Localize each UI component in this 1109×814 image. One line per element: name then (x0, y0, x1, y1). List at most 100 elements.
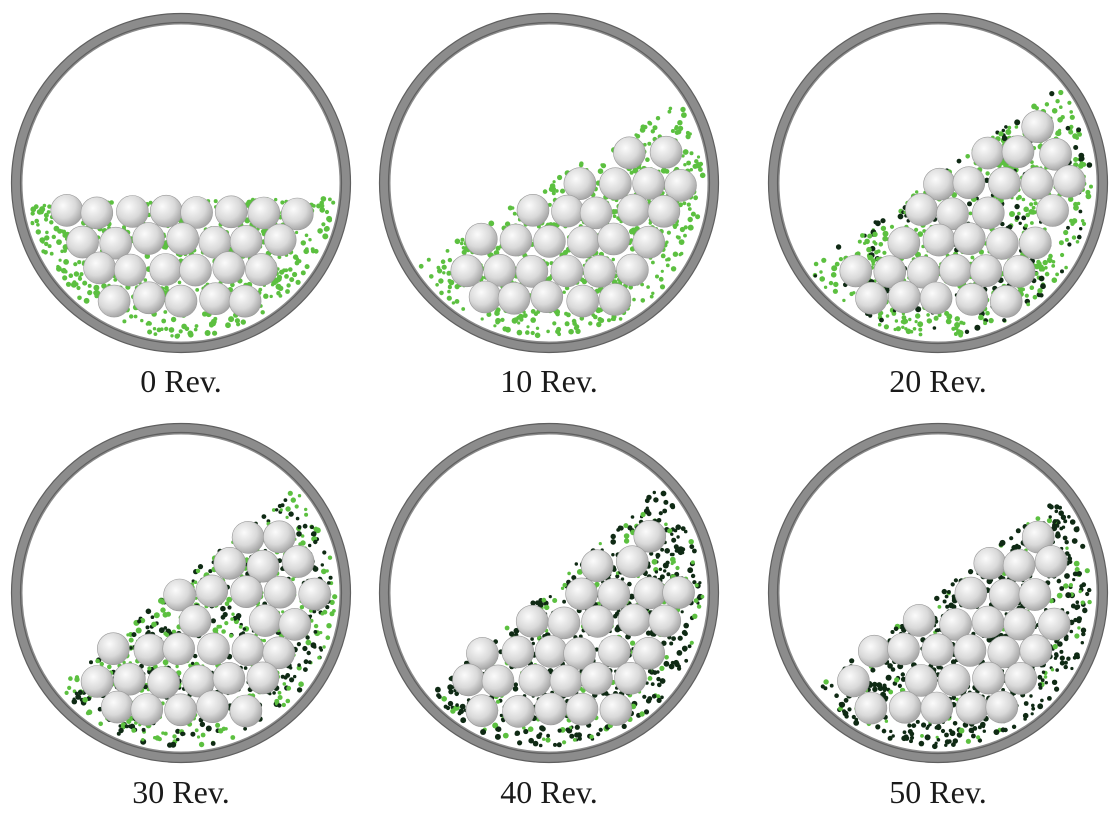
fine-particle (44, 217, 49, 222)
fine-particle (935, 724, 942, 731)
fine-particle (286, 685, 292, 691)
fine-particle (1051, 108, 1058, 114)
fine-particle (948, 602, 955, 609)
fine-particle (454, 238, 461, 245)
fine-particle (243, 666, 248, 670)
fine-particle (152, 327, 157, 331)
fine-particle (819, 276, 825, 282)
fine-particle (813, 261, 819, 267)
fine-particle (1078, 152, 1085, 159)
fine-particle (1064, 551, 1070, 556)
fine-particle (300, 540, 306, 546)
grinding-ball (904, 664, 938, 697)
fine-particle (982, 729, 986, 733)
grinding-ball (633, 576, 667, 610)
fine-particle (664, 169, 670, 174)
grinding-ball (921, 633, 955, 667)
fine-particle (147, 329, 153, 335)
drum-rim (768, 13, 1108, 353)
fine-particle (480, 317, 484, 321)
fine-particle (629, 170, 634, 175)
fine-particle (1069, 629, 1074, 634)
fine-particle (914, 320, 918, 324)
fine-particle (928, 722, 932, 727)
fine-particle (129, 314, 134, 319)
fine-particle (285, 515, 289, 520)
grinding-ball (113, 253, 147, 287)
grinding-ball (166, 222, 199, 256)
fine-particle (530, 330, 535, 336)
fine-particle (687, 567, 694, 574)
fine-particle (311, 531, 317, 537)
grinding-ball (952, 222, 986, 255)
fine-particle (1049, 91, 1055, 97)
fine-particle (689, 168, 693, 172)
fine-particle (320, 196, 327, 202)
fine-particle (1029, 285, 1035, 291)
drum-40 (378, 422, 720, 764)
grinding-ball (83, 251, 116, 285)
fine-particle (1064, 573, 1070, 579)
fine-particle (41, 249, 46, 254)
fine-particle (210, 318, 217, 325)
grinding-ball (533, 225, 566, 258)
fine-particle (1069, 124, 1074, 130)
fine-particle (911, 723, 917, 728)
fine-particle (276, 274, 283, 280)
fine-particle (234, 318, 240, 324)
fine-particle (903, 734, 909, 740)
fine-particle (658, 276, 664, 282)
fine-particle (513, 682, 518, 687)
fine-particle (566, 312, 571, 318)
fine-particle (932, 743, 938, 750)
fine-particle (948, 728, 953, 733)
grinding-ball (246, 549, 280, 583)
fine-particle (682, 201, 687, 206)
fine-particle (283, 675, 288, 680)
grinding-ball (615, 545, 649, 579)
fine-particle (640, 511, 646, 518)
grinding-ball (228, 284, 262, 318)
fine-particle (882, 235, 888, 242)
fine-particle (686, 202, 691, 207)
fine-particle (448, 279, 455, 286)
fine-particle (956, 158, 962, 164)
fine-particle (953, 578, 959, 583)
fine-particle (194, 728, 199, 733)
fine-particle (1000, 221, 1005, 227)
fine-particle (499, 713, 504, 718)
fine-particle (890, 667, 896, 672)
fine-particle (681, 645, 688, 652)
fine-particle (672, 251, 679, 257)
fine-particle (647, 120, 652, 125)
fine-particle (683, 163, 687, 167)
drum-rim-outer-edge (767, 422, 1109, 764)
fine-particle (872, 231, 878, 237)
fine-particle (683, 233, 687, 238)
fine-particle (77, 690, 83, 695)
fine-particle (447, 684, 454, 691)
fine-particle (1067, 515, 1071, 519)
fine-particle (895, 326, 902, 332)
fine-particle (611, 257, 615, 262)
grinding-ball (468, 280, 502, 314)
grinding-ball (664, 169, 697, 202)
fine-particle (1058, 505, 1062, 510)
fine-particle (1069, 110, 1073, 114)
fine-particle (1060, 252, 1065, 258)
fine-particle (461, 249, 467, 255)
fine-particle (909, 735, 915, 740)
fine-particle (1087, 599, 1092, 605)
fine-particle (1038, 685, 1043, 690)
fine-particle (542, 189, 548, 194)
fine-particle (872, 686, 878, 692)
grinding-ball (452, 663, 485, 697)
fine-particle (242, 627, 247, 631)
fine-particle (1023, 717, 1027, 721)
grinding-ball (583, 254, 616, 288)
fine-particle (1051, 679, 1058, 685)
grinding-ball (988, 578, 1022, 612)
fine-particle (1038, 275, 1045, 282)
fine-particle (1068, 583, 1073, 588)
fine-particle (924, 734, 931, 741)
